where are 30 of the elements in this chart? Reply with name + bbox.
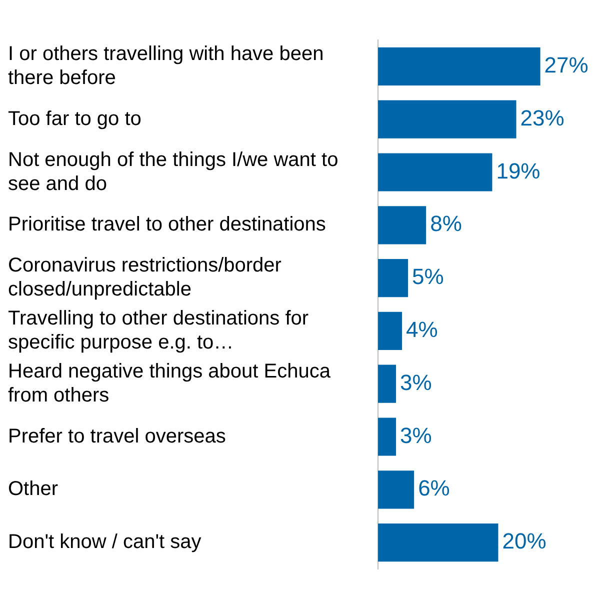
- data-label: 19%: [496, 158, 540, 184]
- bar: [378, 259, 408, 298]
- bar: [378, 47, 540, 86]
- data-label: 4%: [406, 317, 438, 342]
- bar: [378, 206, 426, 244]
- data-label: 20%: [502, 528, 546, 554]
- y-tick-label: Heard negative things about Echuca from others: [8, 360, 332, 406]
- bar: [378, 153, 492, 192]
- bar: [378, 364, 396, 403]
- bar: [378, 524, 498, 562]
- data-label: 8%: [430, 211, 462, 236]
- bar: [378, 418, 396, 456]
- data-label: 3%: [400, 422, 432, 448]
- bar: [378, 100, 516, 138]
- bar: [378, 470, 414, 509]
- y-tick-label: Travelling to other destinations for specific purpose e.g. to…: [8, 307, 309, 354]
- data-label: 6%: [418, 476, 450, 501]
- y-tick-label: Other: [8, 478, 58, 500]
- y-tick-label: Not enough of the things I/we want to see and do: [8, 148, 338, 195]
- y-tick-label: Coronavirus restrictions/border closed/unpredictable: [8, 254, 282, 301]
- data-label: 23%: [520, 105, 564, 130]
- y-tick-label: Don't know / can't say: [8, 531, 202, 554]
- y-tick-label: Too far to go to: [8, 108, 142, 130]
- y-tick-label: Prioritise travel to other destinations: [8, 214, 326, 236]
- data-label: 27%: [544, 52, 588, 78]
- y-tick-label: I or others travelling with have been there before: [8, 42, 324, 89]
- data-label: 3%: [400, 370, 432, 395]
- bar: [378, 312, 402, 350]
- y-tick-label: Prefer to travel overseas: [8, 425, 226, 448]
- data-label: 5%: [412, 264, 444, 290]
